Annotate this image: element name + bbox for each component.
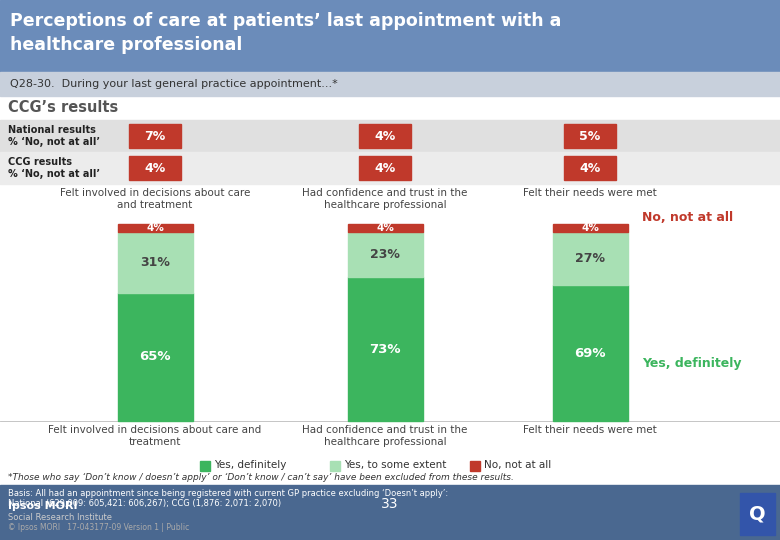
Text: Yes, definitely: Yes, definitely bbox=[643, 356, 742, 369]
Bar bbox=[348, 224, 423, 232]
Text: Ipsos MORI: Ipsos MORI bbox=[8, 501, 77, 511]
Text: 33: 33 bbox=[381, 497, 399, 511]
Bar bbox=[348, 277, 423, 421]
Bar bbox=[118, 293, 193, 421]
Text: Felt their needs were met: Felt their needs were met bbox=[523, 425, 657, 435]
Bar bbox=[740, 493, 775, 535]
Text: Felt their needs were met: Felt their needs were met bbox=[523, 188, 657, 198]
Text: 4%: 4% bbox=[144, 161, 165, 174]
Text: 4%: 4% bbox=[581, 223, 599, 233]
Text: No, not at all: No, not at all bbox=[643, 212, 734, 225]
Text: Basis: All had an appointment since being registered with current GP practice ex: Basis: All had an appointment since bein… bbox=[8, 489, 448, 498]
Text: 4%: 4% bbox=[376, 223, 394, 233]
Bar bbox=[330, 461, 340, 471]
Text: Q28-30.  During your last general practice appointment...*: Q28-30. During your last general practic… bbox=[10, 79, 338, 89]
Text: 4%: 4% bbox=[580, 161, 601, 174]
Text: CCG’s results: CCG’s results bbox=[8, 100, 119, 115]
Text: 69%: 69% bbox=[574, 347, 606, 360]
Text: 5%: 5% bbox=[580, 130, 601, 143]
Bar bbox=[470, 461, 480, 471]
Bar bbox=[564, 124, 616, 148]
Bar bbox=[348, 232, 423, 277]
Text: © Ipsos MORI   17-043177-09 Version 1 | Public: © Ipsos MORI 17-043177-09 Version 1 | Pu… bbox=[8, 523, 190, 531]
Text: CCG results
% ‘No, not at all’: CCG results % ‘No, not at all’ bbox=[8, 157, 100, 179]
Text: 4%: 4% bbox=[146, 223, 164, 233]
Text: Had confidence and trust in the
healthcare professional: Had confidence and trust in the healthca… bbox=[303, 188, 468, 210]
Text: Felt involved in decisions about care
and treatment: Felt involved in decisions about care an… bbox=[60, 188, 250, 210]
Text: *Those who say ‘Don’t know / doesn’t apply’ or ‘Don’t know / can’t say’ have bee: *Those who say ‘Don’t know / doesn’t app… bbox=[8, 473, 514, 482]
Bar bbox=[552, 224, 627, 232]
Bar bbox=[129, 124, 181, 148]
Text: 23%: 23% bbox=[370, 248, 400, 261]
Text: 4%: 4% bbox=[374, 161, 395, 174]
Bar bbox=[200, 461, 210, 471]
Bar bbox=[564, 156, 616, 180]
Bar bbox=[118, 224, 193, 232]
Text: 65%: 65% bbox=[140, 350, 171, 363]
Text: 31%: 31% bbox=[140, 256, 170, 269]
Text: National results
% ‘No, not at all’: National results % ‘No, not at all’ bbox=[8, 125, 100, 147]
Bar bbox=[0, 120, 780, 152]
Text: 73%: 73% bbox=[369, 342, 401, 356]
Bar bbox=[0, 152, 780, 184]
Bar bbox=[0, 72, 780, 96]
Bar bbox=[359, 156, 411, 180]
Text: Yes, to some extent: Yes, to some extent bbox=[344, 460, 446, 470]
Text: No, not at all: No, not at all bbox=[484, 460, 551, 470]
Text: 4%: 4% bbox=[374, 130, 395, 143]
Bar bbox=[0, 0, 780, 72]
Bar bbox=[359, 124, 411, 148]
Text: Had confidence and trust in the
healthcare professional: Had confidence and trust in the healthca… bbox=[303, 425, 468, 447]
Bar bbox=[552, 232, 627, 285]
Bar bbox=[129, 156, 181, 180]
Text: Felt involved in decisions about care and
treatment: Felt involved in decisions about care an… bbox=[48, 425, 261, 447]
Text: 7%: 7% bbox=[144, 130, 165, 143]
Text: 27%: 27% bbox=[575, 252, 605, 265]
Text: Perceptions of care at patients’ last appointment with a
healthcare professional: Perceptions of care at patients’ last ap… bbox=[10, 12, 562, 53]
Text: Social Research Institute: Social Research Institute bbox=[8, 512, 112, 522]
Bar bbox=[0, 485, 780, 540]
Text: Yes, definitely: Yes, definitely bbox=[214, 460, 286, 470]
Text: Q: Q bbox=[749, 504, 765, 523]
Bar bbox=[118, 232, 193, 293]
Bar bbox=[552, 285, 627, 421]
Text: National (629,009: 605,421: 606,267); CCG (1,876: 2,071: 2,070): National (629,009: 605,421: 606,267); CC… bbox=[8, 499, 281, 508]
